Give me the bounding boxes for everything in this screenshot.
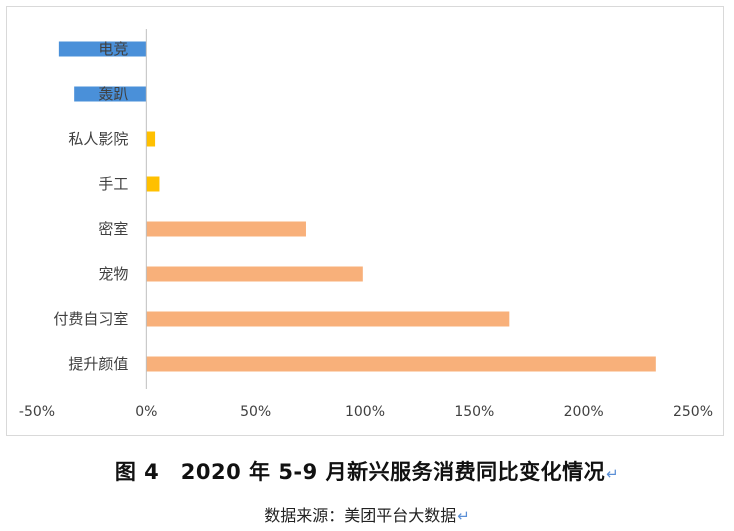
bar-6	[146, 311, 510, 327]
x-tick-label-6: 250%	[673, 404, 713, 420]
category-label-2: 私人影院	[68, 130, 128, 148]
category-label-3: 手工	[98, 175, 128, 193]
caption-text: 图 4 2020 年 5-9 月新兴服务消费同比变化情况	[114, 460, 606, 484]
x-tick-label-4: 150%	[454, 404, 494, 420]
bar-0	[58, 41, 147, 57]
figure-caption: 图 4 2020 年 5-9 月新兴服务消费同比变化情况↵	[0, 456, 734, 486]
data-source-note: 数据来源：美团平台大数据↵	[0, 502, 734, 526]
category-label-0: 电竞	[98, 40, 128, 58]
x-tick-label-5: 200%	[564, 404, 604, 420]
category-label-5: 宠物	[98, 265, 128, 283]
bar-7	[146, 356, 656, 372]
category-label-6: 付费自习室	[53, 310, 128, 328]
x-tick-label-0: -50%	[19, 404, 55, 420]
bar-5	[146, 266, 363, 282]
category-label-7: 提升颜值	[68, 355, 128, 373]
source-text: 数据来源：美团平台大数据	[264, 506, 457, 525]
caption-return-mark: ↵	[606, 465, 620, 483]
bar-1	[74, 86, 147, 102]
bar-4	[146, 221, 306, 237]
category-label-1: 轰趴	[98, 85, 128, 103]
chart-frame: 电竞轰趴私人影院手工密室宠物付费自习室提升颜值 -50% 0% 50% 100% 150%…	[6, 6, 724, 436]
x-tick-label-1: 0%	[135, 404, 157, 420]
source-return-mark: ↵	[457, 507, 470, 525]
bar-2	[146, 131, 156, 147]
bar-3	[146, 176, 160, 192]
category-label-4: 密室	[98, 220, 128, 238]
x-tick-label-2: 50%	[240, 404, 271, 420]
x-tick-label-3: 100%	[345, 404, 385, 420]
